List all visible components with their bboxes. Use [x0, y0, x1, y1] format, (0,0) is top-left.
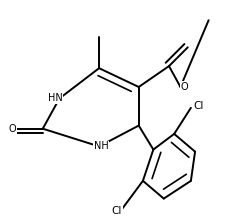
Text: Cl: Cl	[112, 206, 122, 216]
Text: Cl: Cl	[193, 101, 203, 111]
Text: HN: HN	[48, 93, 63, 103]
Text: O: O	[181, 82, 189, 92]
Text: O: O	[9, 124, 16, 134]
Text: NH: NH	[94, 141, 109, 151]
